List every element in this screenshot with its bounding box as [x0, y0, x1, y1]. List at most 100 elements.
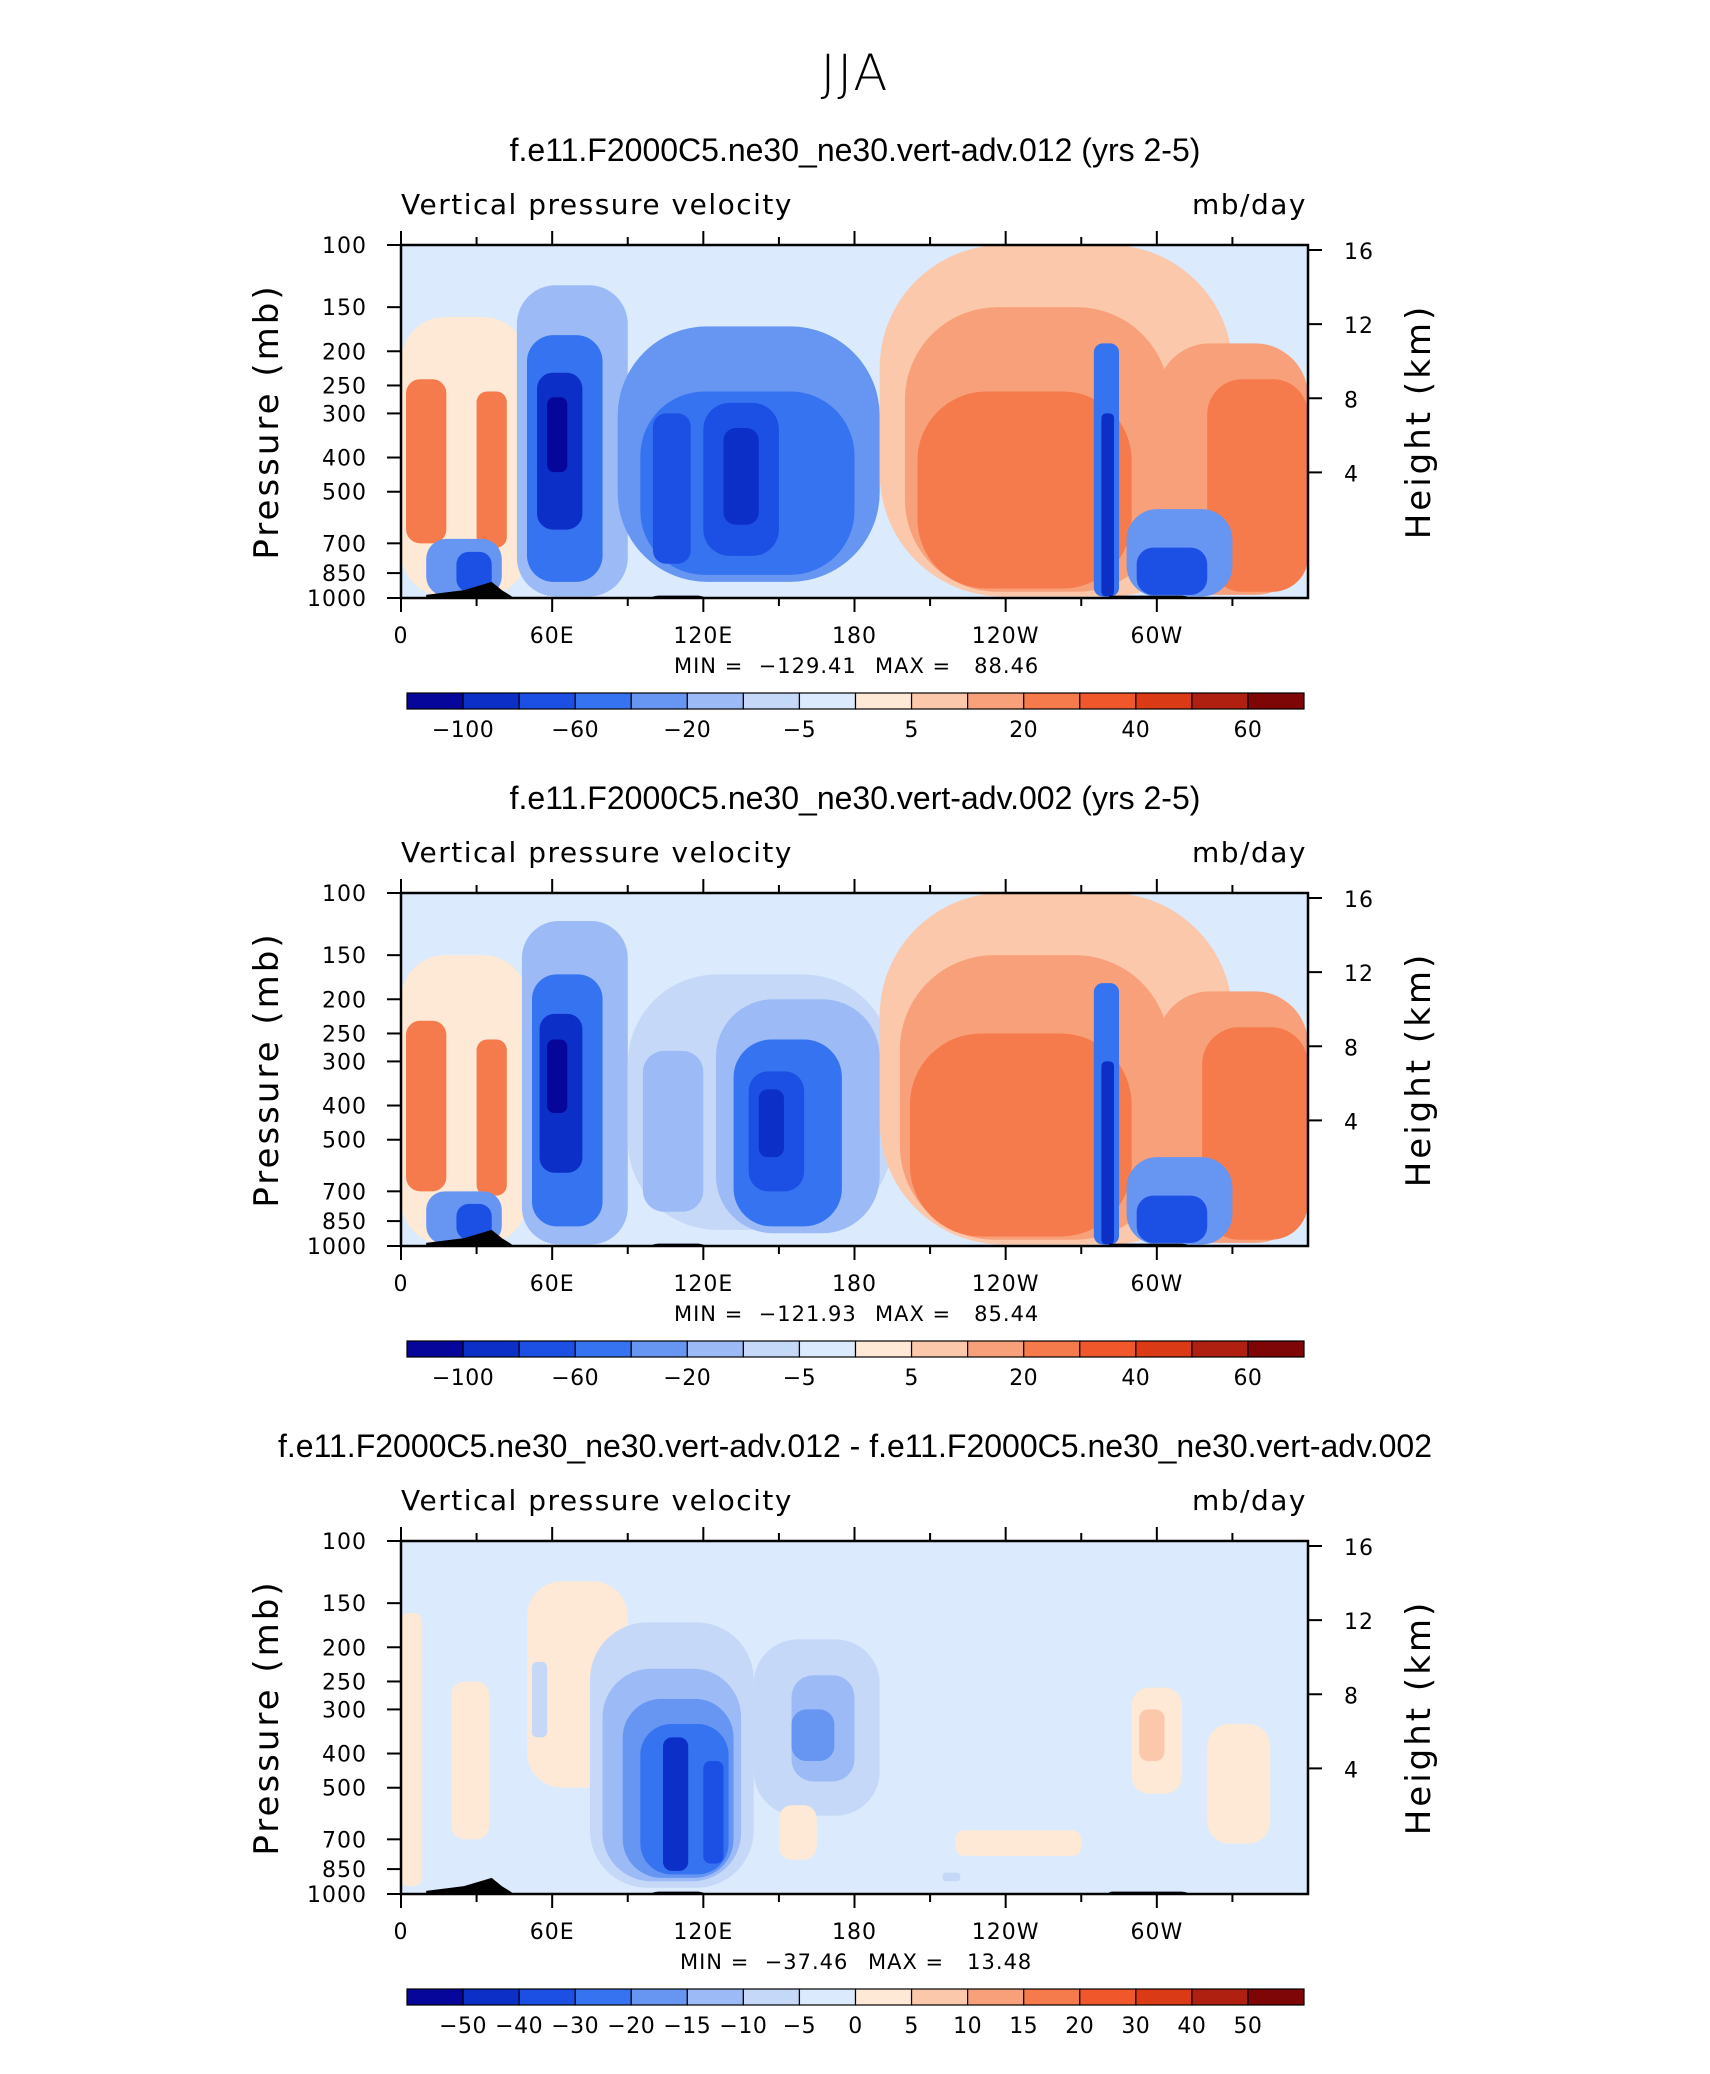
panel-3-variable: Vertical pressure velocity: [401, 1484, 793, 1517]
field-cell: [456, 551, 492, 592]
colorbar-swatch: [630, 1988, 688, 2006]
y2-tick-label: 8: [1344, 1036, 1359, 1061]
colorbar-label: 20: [1009, 718, 1038, 743]
field-cell: [791, 1709, 835, 1762]
colorbar-swatch: [1023, 1988, 1081, 2006]
y-tick-label: 1000: [307, 587, 367, 612]
x-tick-label: 60E: [530, 1920, 575, 1945]
colorbar-label: −20: [663, 1366, 711, 1391]
field-cell: [1101, 413, 1115, 597]
colorbar-label: 40: [1121, 718, 1150, 743]
panel-3-units: mb/day: [1192, 1484, 1307, 1517]
y2-axis-label: Height (km): [1399, 304, 1439, 540]
field-cell: [1136, 1195, 1208, 1243]
colorbar-swatch: [910, 1988, 969, 2006]
y-tick-label: 700: [322, 532, 367, 557]
x-tick-label: 60E: [530, 624, 575, 649]
colorbar-label: 20: [1065, 2014, 1094, 2039]
y2-tick-label: 16: [1344, 1536, 1374, 1561]
y2-tick-label: 12: [1344, 1610, 1374, 1635]
y2-tick-label: 12: [1344, 962, 1374, 987]
colorbar-label: −40: [495, 2014, 543, 2039]
y-tick-label: 250: [322, 1022, 367, 1047]
y-tick-label: 200: [322, 988, 367, 1013]
y-axis-label: Pressure (mb): [247, 283, 287, 559]
panel-1-min: MIN = −129.41: [674, 654, 857, 678]
colorbar-label: 30: [1121, 2014, 1150, 2039]
y-tick-label: 100: [322, 234, 367, 259]
x-tick-label: 120E: [673, 1920, 733, 1945]
y2-tick-label: 16: [1344, 240, 1374, 265]
colorbar-swatch: [686, 1988, 744, 2006]
x-tick-label: 0: [394, 1920, 409, 1945]
panel-2-title: f.e11.F2000C5.ne30_ne30.vert-adv.002 (yr…: [509, 780, 1201, 816]
y-tick-label: 300: [322, 1050, 367, 1075]
y-tick-label: 500: [322, 1777, 367, 1802]
colorbar-swatch: [1247, 692, 1305, 710]
y-tick-label: 850: [322, 1858, 367, 1883]
field-cell: [476, 391, 507, 548]
y-tick-label: 1000: [307, 1235, 367, 1260]
field-cell: [406, 1020, 447, 1192]
field-cell: [652, 413, 691, 564]
field-cell: [547, 1039, 568, 1114]
colorbar-label: 50: [1233, 2014, 1262, 2039]
y-tick-label: 150: [322, 296, 367, 321]
figure-title: JJA: [820, 44, 890, 102]
colorbar-label: −5: [783, 718, 816, 743]
colorbar-swatch: [1247, 1340, 1305, 1358]
y-tick-label: 100: [322, 1530, 367, 1555]
field-cell: [642, 1050, 704, 1212]
field-cell: [758, 1089, 784, 1158]
field-cells: [401, 1581, 1271, 1888]
field-cell: [1101, 1061, 1115, 1245]
y-tick-label: 400: [322, 1095, 367, 1120]
panel-3-min: MIN = −37.46: [680, 1950, 849, 1974]
colorbar-swatch: [574, 1988, 632, 2006]
field-cell: [955, 1830, 1082, 1856]
colorbar-label: −30: [551, 2014, 599, 2039]
field-cell: [778, 1805, 817, 1860]
y-tick-label: 400: [322, 447, 367, 472]
field-cell: [456, 1203, 492, 1240]
x-tick-label: 120W: [972, 1272, 1040, 1297]
colorbar-label: −100: [432, 1366, 494, 1391]
field-cell: [663, 1737, 689, 1871]
y2-tick-label: 4: [1344, 1110, 1359, 1135]
y2-axis-label: Height (km): [1399, 1600, 1439, 1836]
y-tick-label: 150: [322, 1592, 367, 1617]
x-tick-label: 180: [832, 1272, 877, 1297]
field-cell: [476, 1039, 507, 1196]
y-tick-label: 500: [322, 481, 367, 506]
colorbar-swatch: [742, 1988, 801, 2006]
colorbar-label: −20: [607, 2014, 655, 2039]
y-tick-label: 700: [322, 1180, 367, 1205]
x-tick-label: 0: [394, 624, 409, 649]
x-tick-label: 180: [832, 624, 877, 649]
field-cell: [451, 1681, 490, 1840]
y-tick-label: 300: [322, 402, 367, 427]
colorbar-label: 40: [1121, 1366, 1150, 1391]
colorbar-label: 60: [1233, 718, 1262, 743]
field-cell: [532, 1661, 548, 1738]
colorbar-label: −10: [719, 2014, 767, 2039]
y-axis-label: Pressure (mb): [247, 1579, 287, 1855]
colorbar-label: −50: [439, 2014, 487, 2039]
y-tick-label: 250: [322, 374, 367, 399]
y-tick-label: 200: [322, 1636, 367, 1661]
colorbar-label: −5: [783, 1366, 816, 1391]
panel-1-max: MAX = 88.46: [875, 654, 1040, 678]
field-cell: [1207, 379, 1308, 592]
colorbar-swatch: [967, 1988, 1025, 2006]
colorbar-label: 60: [1233, 1366, 1262, 1391]
field-cell: [401, 1613, 422, 1887]
field-cell: [703, 1761, 724, 1864]
panel-3-max: MAX = 13.48: [868, 1950, 1033, 1974]
y-axis-label: Pressure (mb): [247, 931, 287, 1207]
y2-tick-label: 8: [1344, 388, 1359, 413]
x-tick-label: 60W: [1130, 1272, 1183, 1297]
colorbar-label: −100: [432, 718, 494, 743]
y-tick-label: 500: [322, 1129, 367, 1154]
